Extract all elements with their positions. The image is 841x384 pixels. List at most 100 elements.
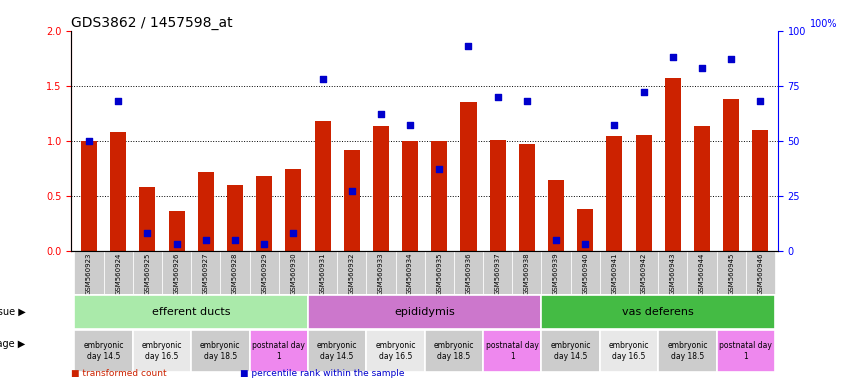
Text: ■ transformed count: ■ transformed count (71, 369, 167, 378)
Point (608, 122, 621, 128)
Bar (308, 295, 542, 329)
Text: GSM560923: GSM560923 (86, 253, 92, 295)
Bar (723, 99, 739, 251)
Text: GSM560936: GSM560936 (465, 253, 472, 296)
Text: postnatal day
1: postnatal day 1 (252, 341, 305, 361)
Bar (257, 176, 272, 251)
Text: GSM560932: GSM560932 (349, 253, 355, 295)
Bar (454, 251, 483, 294)
Bar (600, 330, 659, 372)
Bar (431, 141, 447, 251)
Point (404, 122, 417, 128)
Text: GSM560945: GSM560945 (728, 253, 734, 295)
Text: embryonic
day 18.5: embryonic day 18.5 (434, 341, 474, 361)
Point (696, 65, 709, 71)
Point (666, 54, 680, 60)
Point (170, 241, 183, 247)
Text: GSM560924: GSM560924 (115, 253, 121, 295)
Point (140, 230, 154, 236)
Text: vas deferens: vas deferens (622, 306, 694, 316)
Text: GSM560925: GSM560925 (145, 253, 151, 295)
Bar (489, 140, 505, 251)
Point (432, 166, 446, 172)
Text: tissue ▶: tissue ▶ (0, 306, 25, 316)
Bar (103, 251, 133, 294)
Bar (629, 251, 659, 294)
Bar (250, 251, 278, 294)
Text: GSM560940: GSM560940 (582, 253, 588, 295)
Text: GSM560933: GSM560933 (378, 253, 384, 296)
Point (462, 43, 475, 49)
Bar (664, 78, 681, 251)
Point (228, 237, 241, 243)
Text: GSM560931: GSM560931 (320, 253, 325, 296)
Text: GSM560927: GSM560927 (203, 253, 209, 295)
Point (637, 89, 650, 95)
Bar (425, 251, 454, 294)
Point (754, 98, 767, 104)
Bar (461, 102, 477, 251)
Point (579, 241, 592, 247)
Bar (395, 251, 425, 294)
Bar (519, 144, 535, 251)
Bar (198, 172, 214, 251)
Text: GSM560944: GSM560944 (699, 253, 705, 295)
Point (287, 230, 300, 236)
Bar (542, 251, 571, 294)
Bar (162, 251, 191, 294)
Text: GSM560942: GSM560942 (641, 253, 647, 295)
Text: postnatal day
1: postnatal day 1 (719, 341, 772, 361)
Text: embryonic
day 16.5: embryonic day 16.5 (609, 341, 649, 361)
Bar (133, 251, 162, 294)
Bar (753, 130, 769, 251)
Bar (542, 330, 600, 372)
Text: embryonic
day 16.5: embryonic day 16.5 (142, 341, 182, 361)
Bar (548, 180, 564, 251)
Text: embryonic
day 14.5: embryonic day 14.5 (317, 341, 357, 361)
Text: GSM560934: GSM560934 (407, 253, 413, 295)
Bar (512, 251, 542, 294)
Bar (308, 330, 367, 372)
Point (112, 98, 125, 104)
Bar (636, 135, 652, 251)
Text: GSM560926: GSM560926 (173, 253, 180, 295)
Bar (746, 251, 775, 294)
Bar (220, 251, 250, 294)
Point (345, 188, 358, 194)
Text: GSM560928: GSM560928 (232, 253, 238, 295)
Bar (717, 251, 746, 294)
Bar (483, 251, 512, 294)
Bar (315, 121, 331, 251)
Bar (285, 169, 301, 251)
Point (491, 94, 505, 100)
Bar (337, 251, 367, 294)
Point (724, 56, 738, 62)
Bar (74, 251, 103, 294)
Point (82, 137, 96, 144)
Bar (168, 211, 185, 251)
Bar (606, 136, 622, 251)
Bar (600, 251, 629, 294)
Point (374, 111, 388, 118)
Bar (367, 251, 395, 294)
Text: GSM560935: GSM560935 (436, 253, 442, 295)
Text: postnatal day
1: postnatal day 1 (486, 341, 539, 361)
Bar (694, 126, 710, 251)
Bar (571, 251, 600, 294)
Text: 100%: 100% (810, 18, 837, 28)
Bar (542, 295, 775, 329)
Bar (308, 251, 337, 294)
Point (316, 76, 330, 82)
Bar (227, 185, 243, 251)
Bar (191, 330, 250, 372)
Bar (278, 251, 308, 294)
Text: GSM560929: GSM560929 (262, 253, 267, 295)
Bar (110, 132, 126, 251)
Text: epididymis: epididymis (394, 306, 455, 316)
Bar (367, 330, 425, 372)
Text: embryonic
day 16.5: embryonic day 16.5 (375, 341, 415, 361)
Bar (483, 330, 542, 372)
Text: embryonic
day 14.5: embryonic day 14.5 (550, 341, 591, 361)
Bar (74, 330, 133, 372)
Text: GSM560941: GSM560941 (611, 253, 617, 295)
